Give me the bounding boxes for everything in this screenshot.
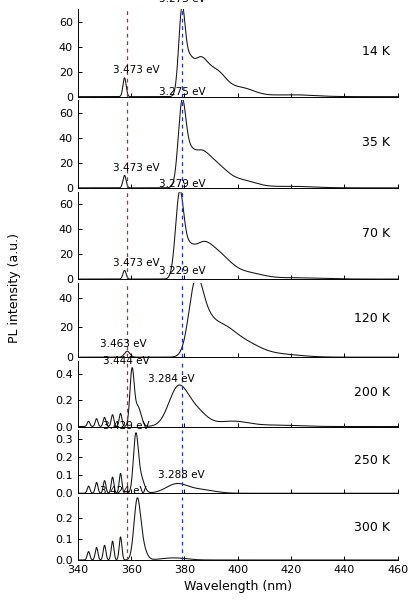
- Text: 3.229 eV: 3.229 eV: [158, 266, 204, 276]
- Text: 200 K: 200 K: [353, 386, 389, 399]
- Text: 120 K: 120 K: [353, 312, 389, 325]
- Text: 3.429 eV: 3.429 eV: [102, 421, 149, 431]
- Text: 3.473 eV: 3.473 eV: [113, 163, 160, 173]
- Text: 3.275 eV: 3.275 eV: [158, 88, 204, 97]
- Text: 14 K: 14 K: [361, 45, 389, 58]
- Text: 3.463 eV: 3.463 eV: [100, 339, 146, 349]
- Text: PL intensity (a.u.): PL intensity (a.u.): [8, 233, 21, 343]
- X-axis label: Wavelength (nm): Wavelength (nm): [183, 580, 291, 594]
- Text: 3.424 eV: 3.424 eV: [100, 487, 146, 496]
- Text: 35 K: 35 K: [361, 136, 389, 149]
- Text: 3.275 eV: 3.275 eV: [158, 0, 204, 4]
- Text: 250 K: 250 K: [353, 454, 389, 467]
- Text: 3.284 eV: 3.284 eV: [148, 373, 194, 384]
- Text: 3.288 eV: 3.288 eV: [157, 471, 204, 480]
- Text: 3.473 eV: 3.473 eV: [113, 258, 160, 267]
- Text: 3.473 eV: 3.473 eV: [113, 65, 160, 75]
- Text: 70 K: 70 K: [361, 227, 389, 240]
- Text: 300 K: 300 K: [353, 521, 389, 534]
- Text: 3.279 eV: 3.279 eV: [158, 179, 204, 188]
- Text: 3.444 eV: 3.444 eV: [102, 356, 149, 366]
